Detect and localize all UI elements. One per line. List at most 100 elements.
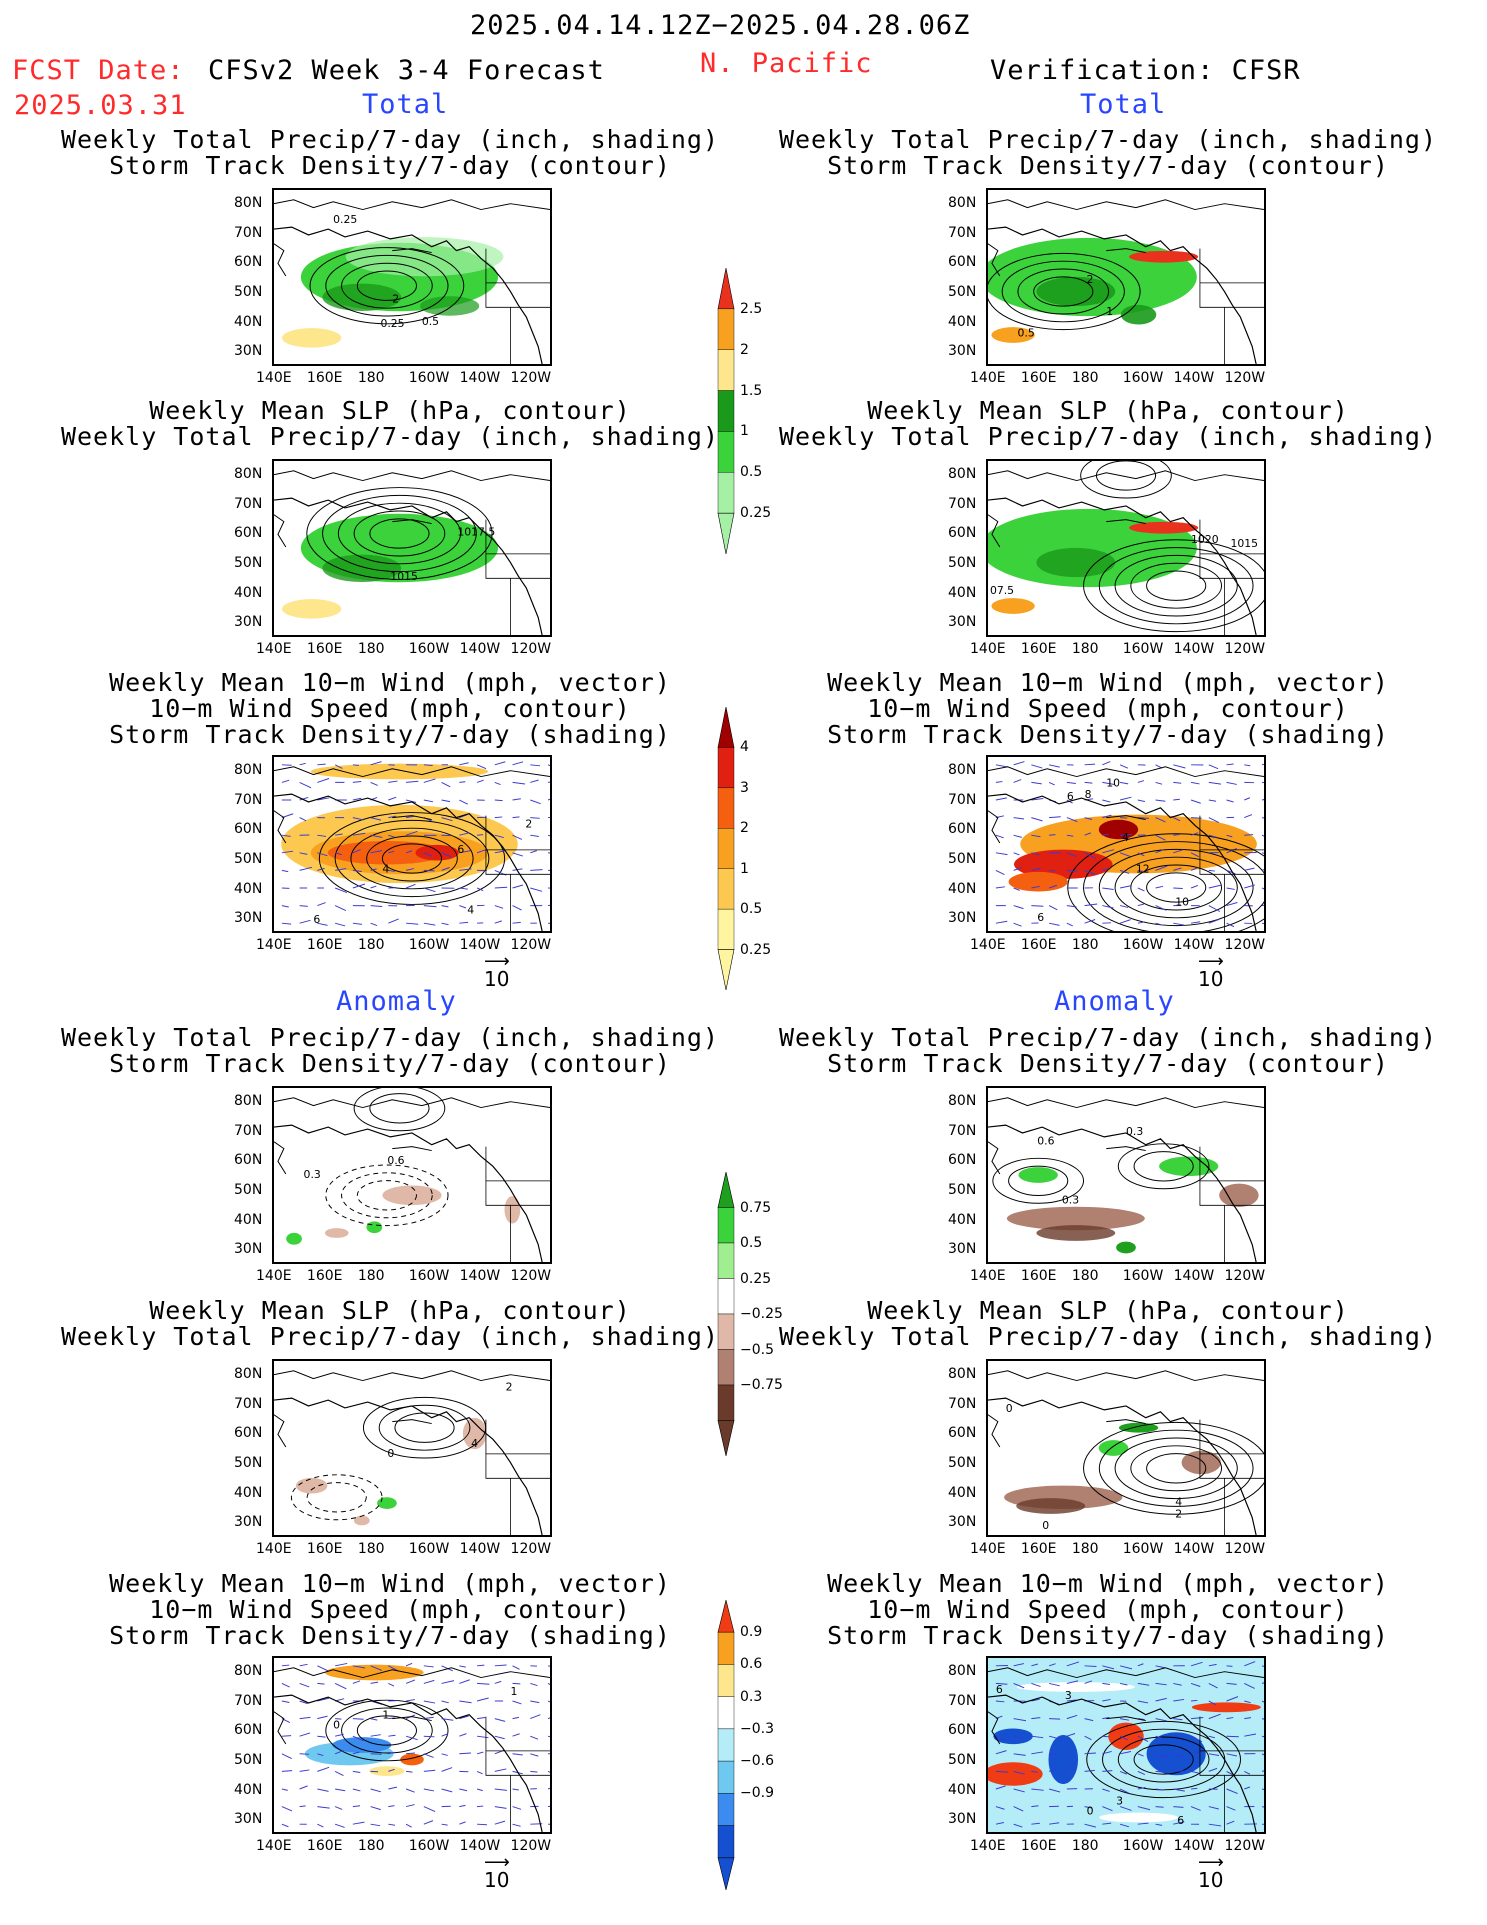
wind-vector [281,869,289,873]
wind-vector [334,852,342,856]
wind-vector [494,1820,506,1825]
shading-patch [991,598,1035,614]
panel-title-model-4-line2: Storm Track Density/7-day (contour) [109,1049,671,1078]
wind-vector [1013,817,1025,820]
colorbar-precip_anom [716,1172,736,1456]
wind-vector [1155,1823,1163,1826]
panel-title-model-2-line2: Weekly Total Precip/7-day (inch, shading… [60,422,720,451]
wind-vector [1226,869,1236,875]
map-background [274,1088,550,1262]
lon-tick-label: 140W [1173,370,1215,386]
wind-vector [423,1788,435,1792]
wind-vector [547,904,550,907]
colorbar-label: 4 [740,739,749,756]
contour-line [325,254,449,317]
shading-patch [366,1221,383,1234]
contour-line [1083,841,1264,931]
lat-tick-label: 50N [948,850,977,867]
wind-vector [1208,799,1217,802]
lon-tick-label: 140W [1173,641,1215,657]
shading-patch [295,1477,328,1494]
panel-title-verif-3-line1: Weekly Mean 10−m Wind (mph, vector) [827,668,1389,697]
reference-vector-arrow: ⟶ [1198,1852,1224,1873]
lon-tick-label: 180 [357,1541,385,1557]
wind-vector [1190,1806,1201,1811]
lat-tick-label: 40N [234,313,263,330]
wind-vector [459,1665,466,1668]
colorbar-precip_total [716,268,736,554]
wind-vector [1102,1822,1112,1825]
wind-vector [1173,764,1186,769]
wind-vector [1049,869,1056,872]
wind-vector [530,817,540,819]
contour-label: 0 [333,1718,340,1731]
contour-label: 6 [1037,911,1044,924]
contour-line [369,518,430,549]
shading-patch [1129,250,1199,263]
wind-vector [1066,922,1073,927]
wind-vector [1190,832,1199,836]
lat-tick-label: 50N [948,1181,977,1198]
wind-vector [317,1806,330,1809]
contour-label: 1015 [1230,537,1258,550]
wind-vector [299,1682,310,1688]
wind-vector [299,1700,308,1705]
wind-vector [512,1788,519,1791]
shading-patch [353,1515,370,1526]
map-canvas: 2 4 0 [274,1361,550,1535]
coastline-arctic [988,199,1264,211]
wind-vector [1084,1735,1092,1741]
wind-vector [494,1735,505,1740]
fcst-date-label: FCST Date: [12,55,185,86]
lat-tick-label: 50N [234,554,263,571]
wind-vector [352,1665,366,1669]
wind-vector [494,761,506,766]
wind-vector [477,1664,485,1667]
panel-title-model-1-line2: Storm Track Density/7-day (contour) [109,151,671,180]
wind-vector [1137,799,1146,802]
wind-vector [1261,1682,1264,1684]
wind-vector [388,1751,395,1755]
colorbar-label: 3 [740,779,749,796]
panel-title-verif-2-line1: Weekly Mean SLP (hPa, contour) [867,396,1349,425]
wind-vector [1013,1788,1025,1793]
wind-vector [1119,781,1129,785]
colorbar-segment [717,308,735,350]
lon-tick-label: 120W [510,370,552,386]
wind-vector [1013,834,1022,838]
colorbar-arrow-top [717,268,735,310]
wind-vector [370,1718,378,1721]
coastline-arctic [988,1667,1264,1679]
wind-vector [352,1735,364,1742]
wind-vector [1173,817,1181,822]
wind-vector [1173,1806,1184,1808]
wind-vector [1013,761,1025,766]
lon-tick-label: 120W [510,1268,552,1284]
wind-vector [1261,904,1264,907]
wind-vector [1191,1787,1198,1790]
map-panel-verif-2: 1020 1015 07.5 [986,459,1266,637]
lon-tick-label: 140E [970,1268,1006,1284]
wind-vector [1261,763,1264,766]
shading-patch [1018,1167,1058,1183]
lat-tick-label: 80N [948,1092,977,1109]
contour-line [1117,1736,1210,1783]
wind-vector [370,885,377,889]
contour-label: 1020 [1191,533,1219,546]
colorbar-segment [717,1384,735,1421]
wind-vector [1244,1733,1257,1737]
wind-vector [441,1753,448,1756]
wind-vector [1261,1753,1264,1756]
coastline-asia [988,514,1001,548]
wind-vector [1261,1770,1264,1772]
wind-vector [1155,849,1164,854]
shading-patch [345,237,504,277]
colorbar-arrow-top [717,707,735,748]
wind-vector [494,799,503,802]
lat-tick-label: 70N [948,1692,977,1709]
coastline-arctic [988,1097,1264,1109]
wind-vector [1102,1717,1110,1720]
lon-tick-label: 160E [306,1541,343,1557]
wind-vector [1137,1806,1151,1811]
wind-vector [1119,764,1129,769]
